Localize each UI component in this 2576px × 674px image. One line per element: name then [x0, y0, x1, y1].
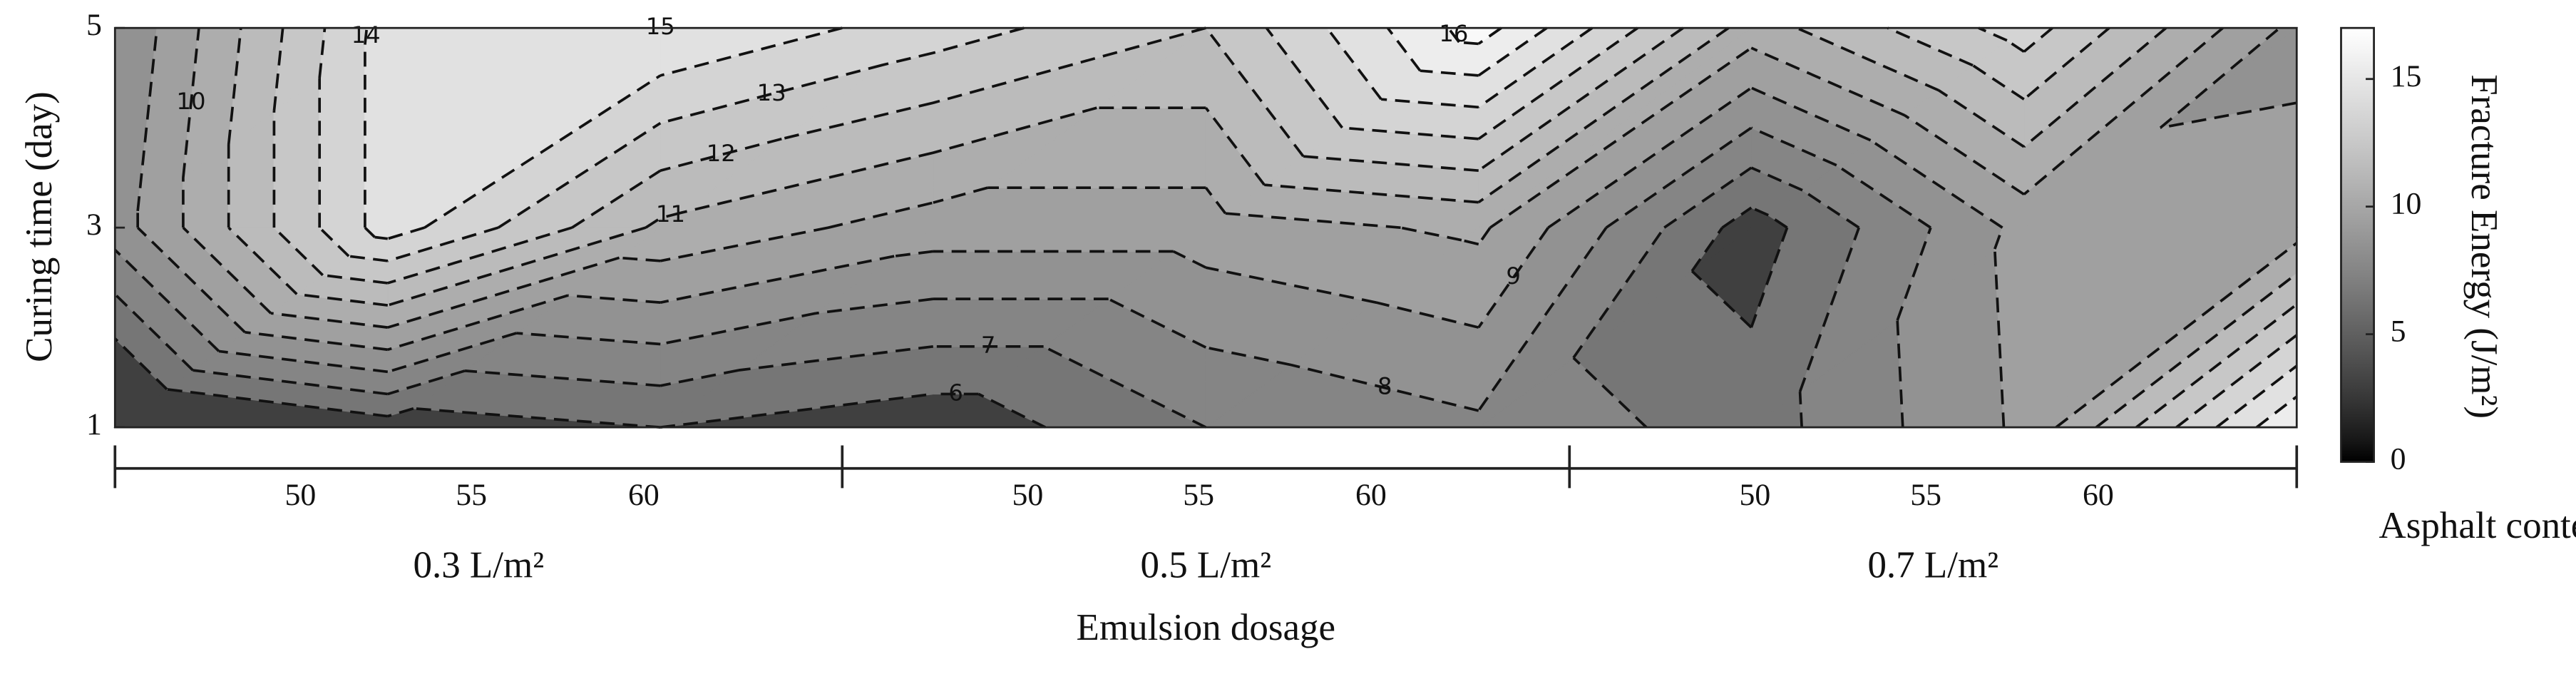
x-tick-label: 50: [1012, 478, 1044, 512]
contour-line: [364, 26, 2298, 429]
contour-label: 9: [1506, 262, 1521, 290]
contour-band: [933, 227, 1208, 252]
contour-label: 14: [351, 21, 381, 48]
group-label: 0.3 L/m²: [413, 544, 544, 586]
x-tick-label: 60: [628, 478, 660, 512]
contour-label: 16: [1439, 20, 1468, 47]
x-tick-label: 60: [2083, 478, 2114, 512]
contour-line: [227, 26, 2298, 429]
contour-label: 12: [707, 140, 736, 167]
contour-label: 7: [981, 332, 996, 359]
x-tick-label: 50: [285, 478, 317, 512]
x-tick-label: 55: [1910, 478, 1941, 512]
contour-label: 6: [948, 379, 963, 406]
colorbar-tick-label: 15: [2391, 59, 2422, 93]
contour-band: [364, 26, 389, 228]
contour-line: [182, 26, 2298, 429]
category-axis-label: Asphalt content (%): [2379, 505, 2576, 546]
x-axis-label: Emulsion dosage: [1077, 607, 1336, 648]
contour-line: [114, 126, 1932, 428]
contour-line: [136, 26, 2297, 428]
x-tick-label: 55: [456, 478, 487, 512]
contour-line: [114, 206, 1789, 429]
y-tick-label: 3: [86, 208, 102, 242]
contour-label: 13: [757, 79, 786, 106]
x-tick-label: 60: [1355, 478, 1387, 512]
contour-label: 15: [646, 13, 675, 40]
group-label: 0.7 L/m²: [1867, 544, 1998, 586]
plot-area: 67 8 9 10 11 12 13 14 15 16: [113, 13, 2299, 429]
colorbar-tick-label: 5: [2391, 315, 2406, 349]
y-tick-label: 1: [86, 407, 102, 441]
colorbar-tick-label: 10: [2391, 187, 2422, 221]
contour-line: [114, 166, 1861, 429]
x-tick-label: 55: [1183, 478, 1214, 512]
contour-line: [1386, 26, 2298, 429]
x-tick-label: 50: [1740, 478, 1771, 512]
y-axis-label: Curing time (day): [19, 91, 60, 362]
y-tick-label: 5: [86, 8, 102, 42]
contour-label: 11: [656, 200, 685, 228]
group-label: 0.5 L/m²: [1140, 544, 1271, 586]
contour-label: 10: [176, 88, 205, 115]
colorbar-label: Fracture Energy (J/m²): [2463, 74, 2505, 419]
contour-label: 8: [1377, 373, 1392, 400]
colorbar-tick-label: 0: [2391, 442, 2406, 476]
colorbar: [2340, 26, 2375, 463]
contour-line: [318, 26, 2298, 429]
contour-line: [1447, 26, 1502, 46]
